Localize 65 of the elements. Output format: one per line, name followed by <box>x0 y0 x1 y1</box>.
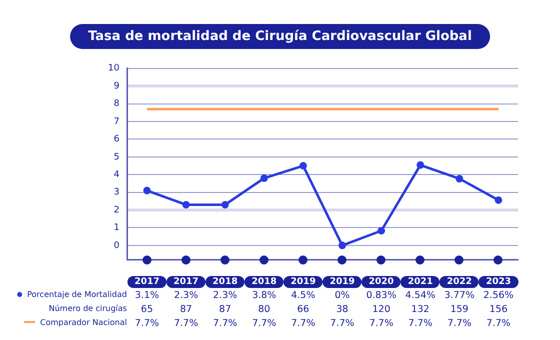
x-tick-label: 2022 <box>440 276 479 288</box>
y-tick-label: 0 <box>114 240 120 251</box>
point <box>416 161 424 169</box>
legend-label: Comparador Nacional <box>40 318 127 327</box>
point <box>143 186 151 194</box>
x-tick-label: 2017 <box>127 276 166 288</box>
x-tick-label: 2018 <box>244 276 284 288</box>
data-label: 7.7% <box>174 318 198 329</box>
chart-title: Tasa de mortalidad de Cirugía Cardiovascular Global <box>70 24 490 49</box>
text: 38 <box>336 304 348 315</box>
y-tick-label: 8 <box>114 99 120 110</box>
point <box>299 162 307 170</box>
data-label: 4.5% <box>291 290 316 301</box>
x-tick-label: 2023 <box>478 276 518 288</box>
data-label: 7.7% <box>486 318 511 329</box>
data-label: 3.77% <box>444 290 474 301</box>
x-tick-label: 2018 <box>206 276 245 288</box>
y-tick-label: 4 <box>114 170 120 180</box>
y-tick-label: 10 <box>108 64 120 74</box>
text: 65 <box>140 304 154 315</box>
point <box>456 174 464 182</box>
data-label: 7.7% <box>291 318 316 329</box>
x-tick-label: 2017 <box>166 276 206 288</box>
data-label: 7.7% <box>213 318 238 329</box>
data-label: 3.8% <box>252 290 276 301</box>
data-label: 2.56% <box>483 290 514 301</box>
data-label: 7.7% <box>134 318 160 329</box>
data-label: 3.1% <box>134 290 160 301</box>
y-tick-label: 2 <box>114 205 120 216</box>
data-label: 7.7% <box>330 318 354 329</box>
data-label: 7.7% <box>252 318 276 329</box>
y-tick-label: 7 <box>114 116 120 127</box>
data-label: 2.3% <box>174 290 198 301</box>
text: 159 <box>450 304 468 315</box>
y-tick-label: 5 <box>114 152 120 162</box>
data-label: 0.83% <box>366 290 396 301</box>
text: 132 <box>411 304 430 315</box>
text: Número de cirugías <box>48 304 127 313</box>
point <box>260 174 268 182</box>
point <box>338 242 346 250</box>
y-tick-label: 3 <box>114 188 120 198</box>
data-label: 7.7% <box>369 318 394 329</box>
data-label: 2.3% <box>213 290 238 301</box>
point <box>494 196 502 204</box>
y-tick-label: 9 <box>114 81 120 92</box>
x-tick-label: 2019 <box>322 276 362 288</box>
text: 87 <box>180 304 192 315</box>
x-tick-label: 2019 <box>284 276 323 288</box>
x-tick-label: 2021 <box>400 276 440 288</box>
data-label: 0% <box>334 290 350 301</box>
text: 87 <box>219 304 232 315</box>
legend-label: Porcentaje de Mortalidad <box>27 290 127 299</box>
point <box>221 200 229 208</box>
data-label: 7.7% <box>447 318 472 329</box>
x-tick-label: 2020 <box>362 276 401 288</box>
data-label: 7.7% <box>408 318 432 329</box>
text: 120 <box>372 304 390 315</box>
text: 156 <box>489 304 508 315</box>
point <box>182 200 190 208</box>
point <box>378 226 386 234</box>
text: 80 <box>258 304 270 315</box>
text: 66 <box>297 304 310 315</box>
data-label: 4.54% <box>405 290 436 301</box>
y-tick-label: 6 <box>114 134 120 145</box>
y-tick-label: 1 <box>114 223 120 234</box>
